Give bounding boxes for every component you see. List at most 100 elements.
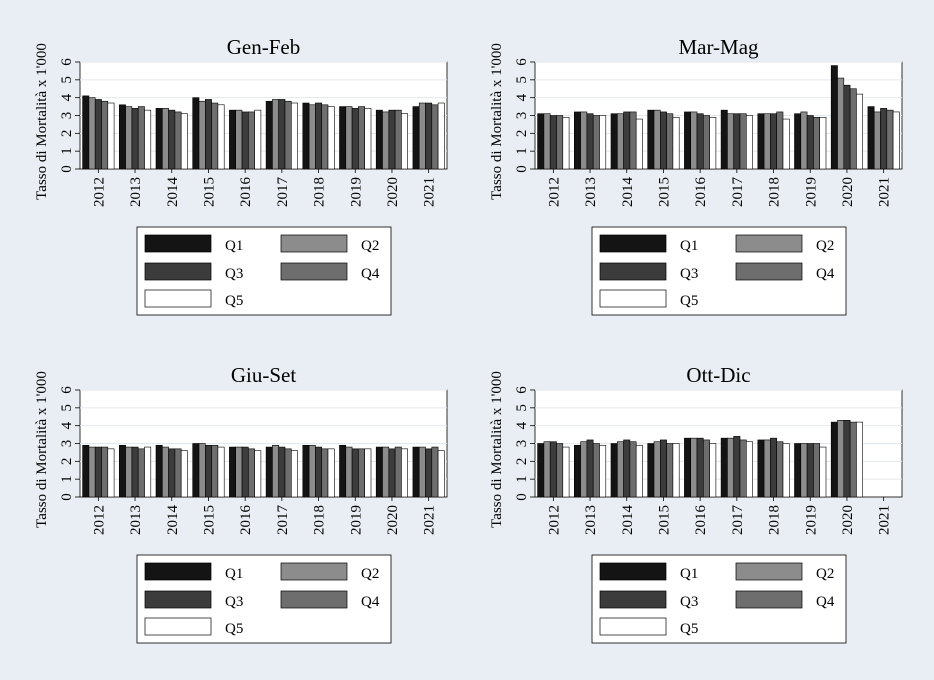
legend-swatch-q1 xyxy=(599,234,667,253)
bar-q1-2014 xyxy=(610,443,618,498)
bar-q5-2013 xyxy=(144,109,152,170)
y-tick-label: 0 xyxy=(59,165,75,173)
bar-q1-2015 xyxy=(647,443,655,498)
bar-q2-2020 xyxy=(837,420,845,498)
bar-q2-2014 xyxy=(162,446,169,498)
bar-q4-2017 xyxy=(284,100,292,170)
bar-q4-2017 xyxy=(284,448,292,498)
bar-q3-2015 xyxy=(659,111,667,170)
bar-q2-2016 xyxy=(235,109,243,170)
bar-q5-2021 xyxy=(892,111,900,170)
x-tick-label: 2014 xyxy=(165,505,181,536)
bar-q1-2012 xyxy=(82,444,90,498)
legend-swatch-q4 xyxy=(280,590,348,609)
bar-q2-2020 xyxy=(837,77,845,170)
bar-q2-2016 xyxy=(235,446,243,498)
x-tick-label: 2020 xyxy=(840,177,856,207)
bar-q3-2017 xyxy=(278,446,286,498)
bar-q2-2018 xyxy=(308,444,316,498)
bar-q4-2019 xyxy=(358,448,365,498)
y-tick-label: 0 xyxy=(514,493,530,501)
legend-label-q3: Q3 xyxy=(680,266,698,282)
x-tick-label: 2021 xyxy=(877,177,893,207)
bar-q4-2013 xyxy=(137,106,145,170)
y-tick-label: 4 xyxy=(59,421,75,429)
bar-q5-2016 xyxy=(254,109,262,170)
legend-swatch-q2 xyxy=(735,234,803,253)
bar-q5-2021 xyxy=(437,450,445,498)
legend-label-q2: Q2 xyxy=(816,566,834,582)
bar-q4-2013 xyxy=(592,443,600,498)
bar-q1-2018 xyxy=(757,439,765,498)
bar-q4-2020 xyxy=(849,88,857,170)
bar-q2-2017 xyxy=(272,99,279,170)
chart-panel-4: Ott-Dic Tasso di Mortalità x 1'000 0 1 2 3 4 5 6… xyxy=(489,363,903,644)
x-tick-label: 2017 xyxy=(730,505,746,536)
chart-title: Gen-Feb xyxy=(227,35,300,59)
bar-q4-2012 xyxy=(556,115,564,170)
x-tick-label: 2013 xyxy=(128,505,144,535)
x-tick-label: 2017 xyxy=(275,177,291,208)
bar-q4-2020 xyxy=(849,421,857,498)
y-tick-label: 4 xyxy=(59,93,75,101)
bar-q3-2012 xyxy=(94,99,102,170)
y-tick-label: 5 xyxy=(59,404,75,412)
bar-q1-2017 xyxy=(720,109,728,170)
y-axis-label: Tasso di Mortalità x 1'000 xyxy=(34,371,50,528)
bar-q2-2013 xyxy=(125,106,133,170)
legend-swatch-q3 xyxy=(144,262,212,281)
bar-q3-2016 xyxy=(241,111,249,170)
bar-q1-2020 xyxy=(830,65,838,170)
bar-q3-2014 xyxy=(168,109,176,170)
x-tick-label: 2013 xyxy=(583,505,599,535)
bar-q5-2014 xyxy=(635,444,643,498)
chart-panel-3: Giu-Set Tasso di Mortalità x 1'000 0 1 2 3 4 5 6… xyxy=(34,363,448,644)
bar-q1-2014 xyxy=(155,444,163,498)
bar-q3-2017 xyxy=(733,113,741,170)
legend-swatch-q4 xyxy=(280,262,348,281)
bar-q3-2012 xyxy=(94,446,102,498)
bar-q2-2016 xyxy=(690,437,698,498)
bar-q4-2019 xyxy=(358,106,365,170)
bar-q1-2016 xyxy=(684,437,692,498)
x-tick-label: 2013 xyxy=(583,177,599,207)
x-tick-label: 2016 xyxy=(693,177,709,208)
bar-q4-2016 xyxy=(702,439,710,498)
bar-q1-2015 xyxy=(647,109,655,170)
x-tick-label: 2019 xyxy=(348,505,364,535)
bar-q1-2013 xyxy=(119,444,126,498)
y-axis-label: Tasso di Mortalità x 1'000 xyxy=(489,43,505,200)
bar-q1-2020 xyxy=(375,109,383,170)
bar-q2-2014 xyxy=(616,113,624,170)
bar-q5-2017 xyxy=(290,450,298,498)
bar-q5-2016 xyxy=(254,450,262,498)
bar-q2-2016 xyxy=(690,111,698,170)
bar-q4-2014 xyxy=(174,448,182,498)
legend-swatch-q5 xyxy=(144,289,212,308)
bar-q1-2012 xyxy=(537,443,545,498)
x-tick-label: 2012 xyxy=(91,177,107,207)
bar-q3-2020 xyxy=(843,84,851,170)
legend-label-q2: Q2 xyxy=(361,566,379,582)
x-tick-label: 2021 xyxy=(422,177,438,207)
x-tick-label: 2020 xyxy=(840,505,856,535)
bar-q3-2014 xyxy=(623,111,631,170)
bar-q3-2021 xyxy=(425,102,433,170)
bar-q2-2019 xyxy=(345,446,353,498)
x-tick-label: 2017 xyxy=(275,505,291,536)
bar-q5-2018 xyxy=(782,443,790,498)
bar-q2-2019 xyxy=(800,111,808,170)
bar-q3-2021 xyxy=(880,108,888,170)
x-tick-label: 2014 xyxy=(620,505,636,536)
bar-q1-2013 xyxy=(119,104,126,170)
legend-label-q1: Q1 xyxy=(680,238,698,254)
bar-q4-2013 xyxy=(592,115,600,170)
bar-q4-2013 xyxy=(137,448,145,498)
bar-q1-2020 xyxy=(375,446,383,498)
bar-q4-2021 xyxy=(886,109,894,170)
bar-q5-2018 xyxy=(782,118,790,170)
bar-q3-2020 xyxy=(843,420,851,498)
bar-q5-2019 xyxy=(819,116,827,170)
bar-q5-2017 xyxy=(745,441,753,498)
bar-q2-2021 xyxy=(873,111,881,170)
